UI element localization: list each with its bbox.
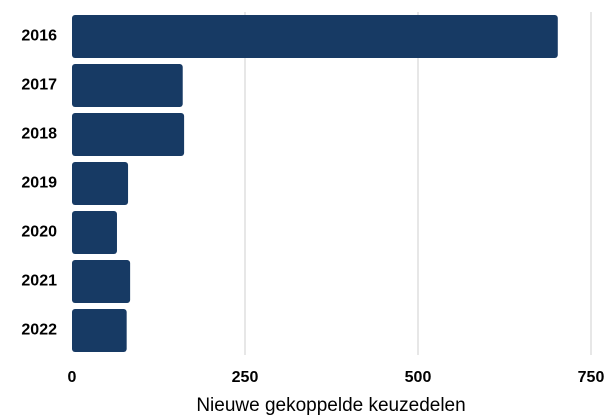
bar <box>72 14 558 59</box>
y-tick-label: 2017 <box>21 77 57 94</box>
x-axis-label: Nieuwe gekoppelde keuzedelen <box>196 395 465 416</box>
y-tick-label: 2022 <box>21 322 57 339</box>
y-tick-label: 2019 <box>21 175 57 192</box>
y-tick-label: 2020 <box>21 224 57 241</box>
y-tick-label: 2021 <box>21 273 57 290</box>
bar <box>72 161 129 206</box>
bar <box>72 112 185 157</box>
y-tick-label: 2018 <box>21 126 57 143</box>
bar <box>72 308 127 353</box>
y-tick-label: 2016 <box>21 28 57 45</box>
bar <box>72 259 131 304</box>
x-tick-label: 500 <box>405 369 432 386</box>
bar <box>72 63 183 108</box>
x-tick-label: 0 <box>68 369 77 386</box>
x-tick-label: 250 <box>232 369 259 386</box>
x-tick-label: 750 <box>578 369 605 386</box>
bar <box>72 210 117 255</box>
